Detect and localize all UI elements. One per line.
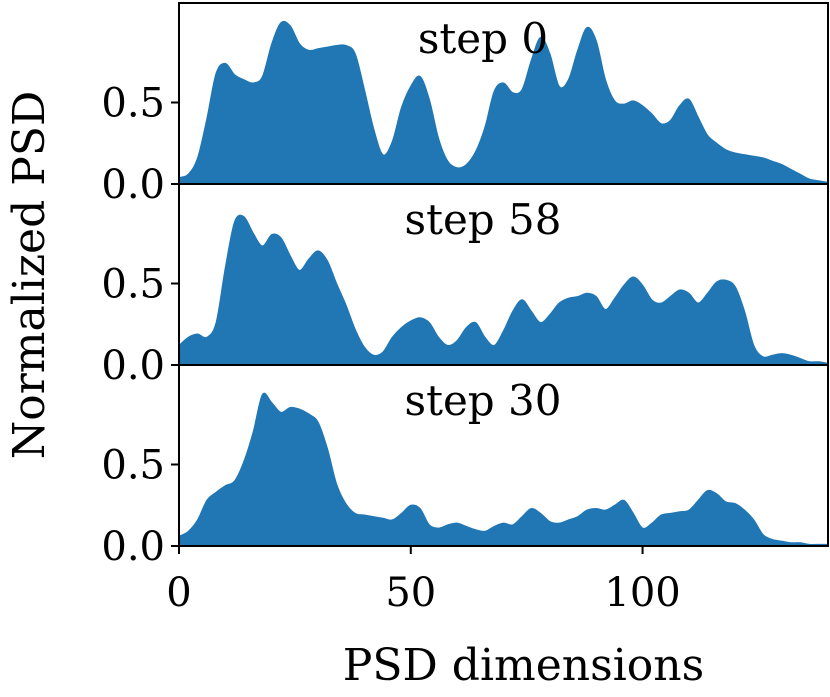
panel-3-area-series	[179, 392, 828, 546]
x-tick-label: 100	[604, 570, 680, 616]
x-tick-label: 0	[166, 570, 191, 616]
panel-2-y-tick-label: 0.0	[101, 343, 165, 389]
panel-1-y-tick-label: 0.0	[101, 162, 165, 208]
panel-1: step 0 0.0 0.5	[101, 2, 829, 208]
panel-1-y-tick-label: 0.5	[101, 81, 165, 127]
panel-3-frame	[178, 364, 829, 547]
panel-3-y-tick-label: 0.5	[101, 443, 165, 489]
panel-3-y-tick-label: 0.0	[101, 524, 165, 570]
panel-2-area-series	[179, 214, 828, 365]
panel-2-title: step 58	[405, 195, 562, 244]
x-tick-label: 50	[385, 570, 436, 616]
panel-3-title: step 30	[405, 376, 562, 425]
panel-3: step 30 0.0 0.5	[101, 364, 829, 570]
x-axis-title: PSD dimensions	[343, 640, 704, 691]
y-axis-title: Normalized PSD	[4, 91, 55, 460]
panel-1-area-series	[179, 20, 828, 184]
panel-1-title: step 0	[418, 14, 548, 63]
panel-2-y-tick-label: 0.5	[101, 262, 165, 308]
panel-2: step 58 0.0 0.5	[101, 183, 829, 389]
